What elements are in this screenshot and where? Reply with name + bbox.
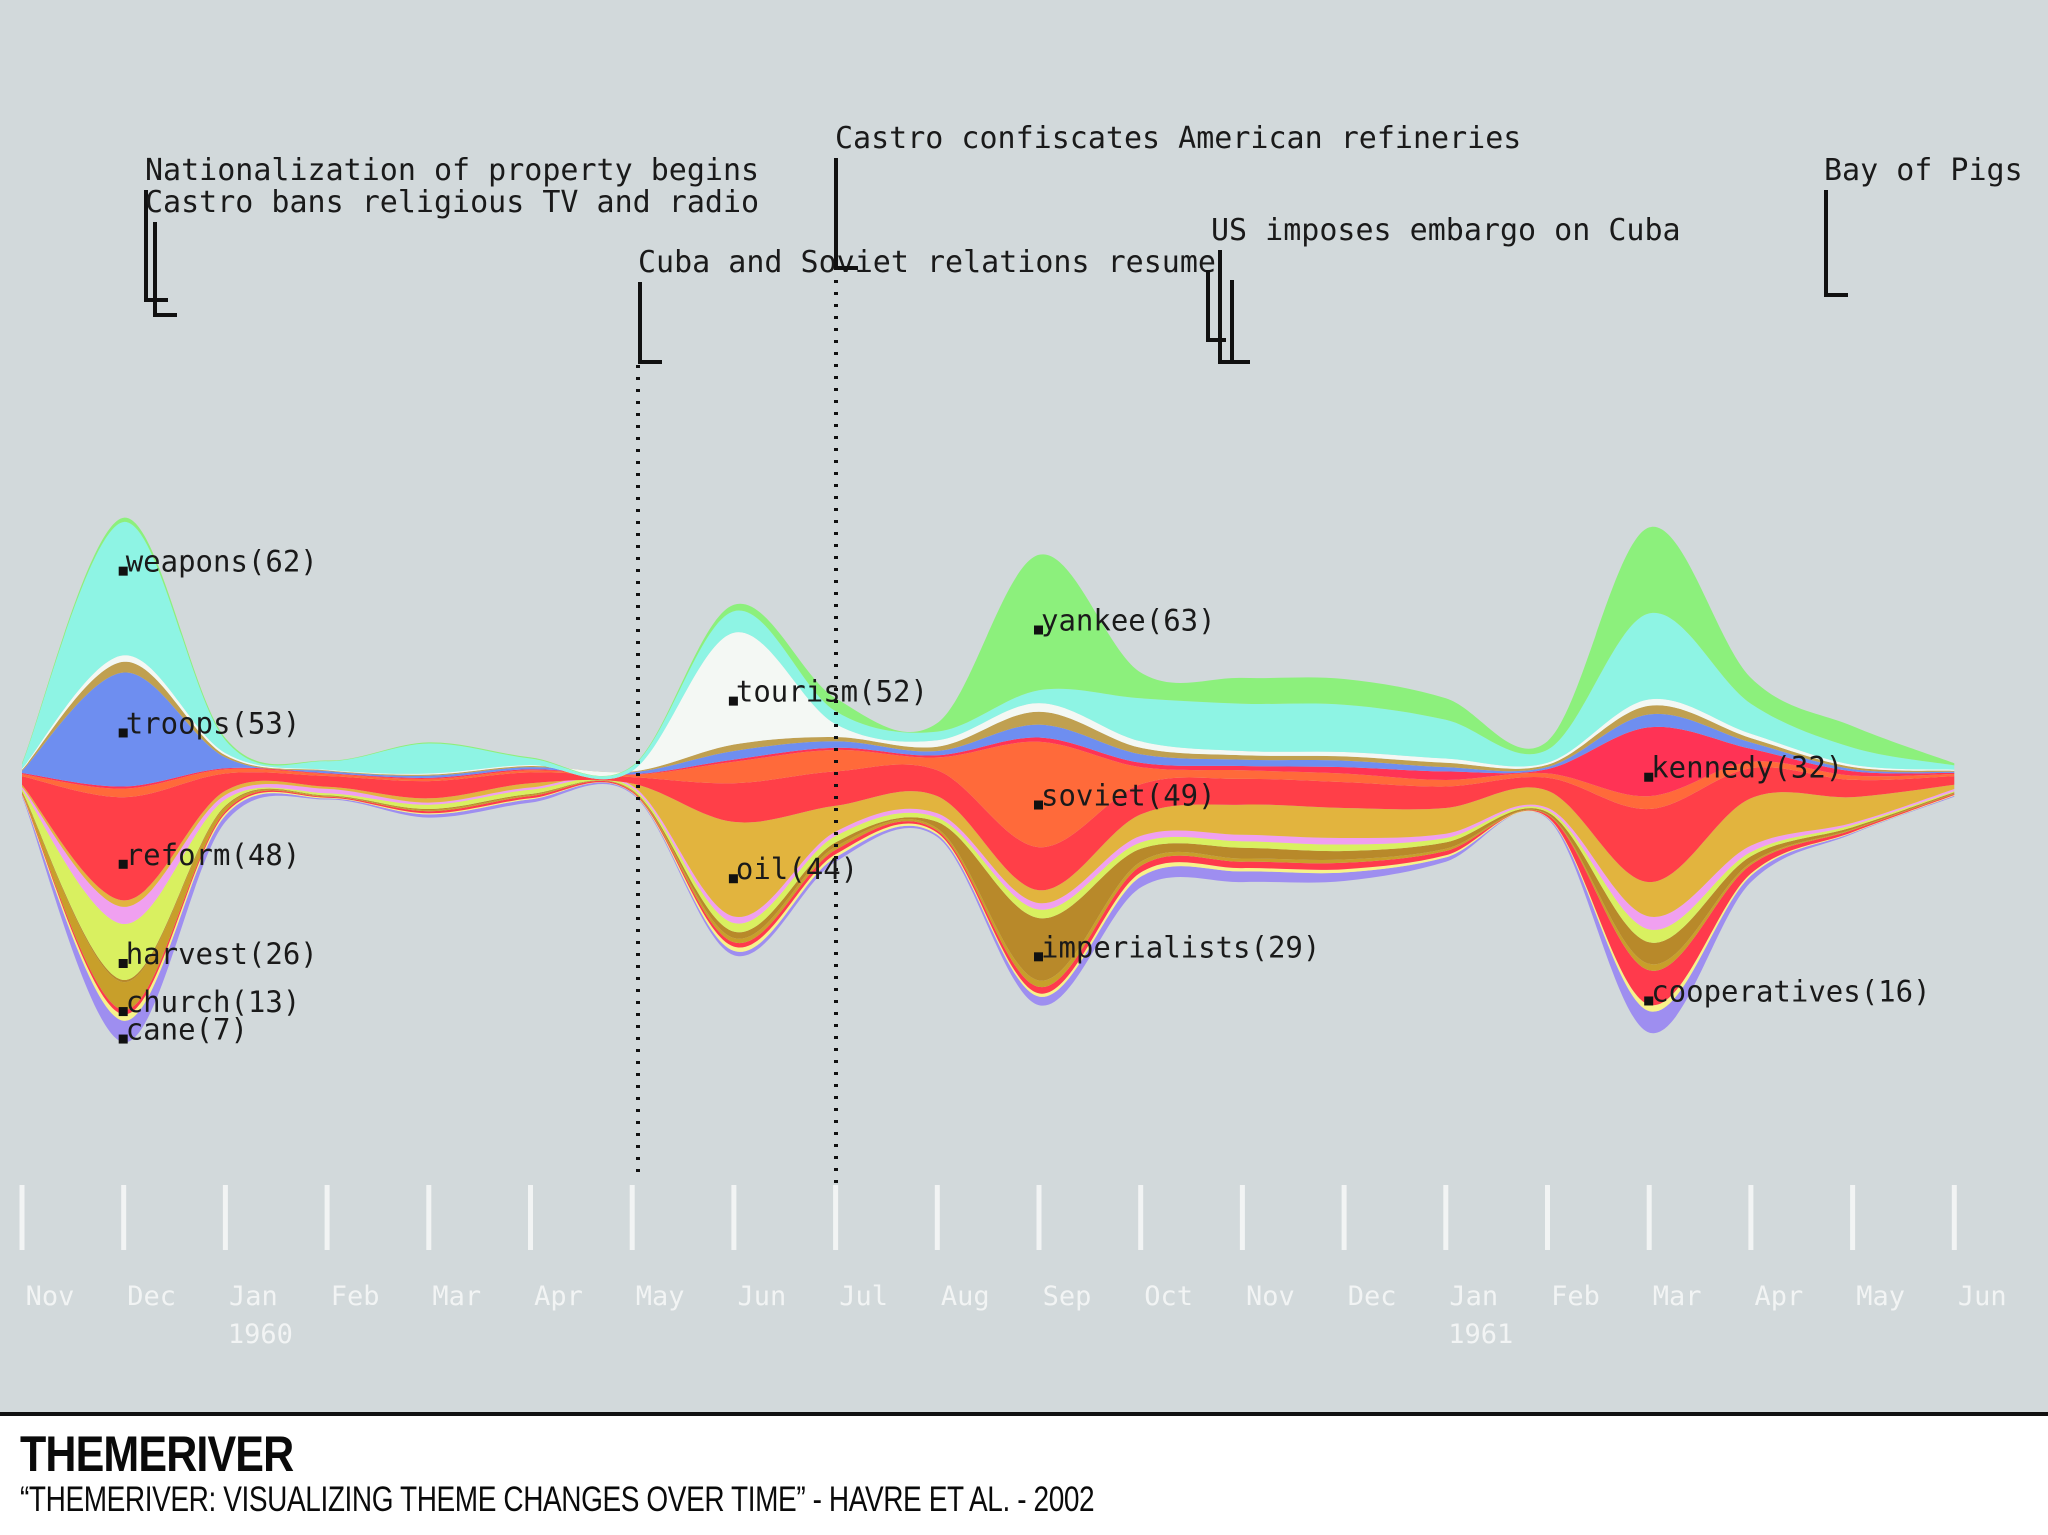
event-label: Nationalization of property begins — [145, 153, 759, 188]
event-marker — [638, 282, 662, 364]
themeriver-chart: Nationalization of property beginsCastro… — [19, 121, 2023, 1350]
label-marker — [728, 874, 738, 884]
label-reform: reform(48) — [118, 838, 301, 872]
stream-oil — [22, 775, 1955, 918]
label-marker — [1034, 800, 1043, 810]
event-label: Bay of Pigs — [1824, 153, 2023, 188]
month-label: Nov — [1246, 1281, 1295, 1312]
series-label: yankee(63) — [1041, 604, 1216, 638]
stream-reform — [22, 764, 1955, 901]
label-marker — [118, 728, 128, 738]
series-label: troops(53) — [126, 706, 301, 740]
month-label: May — [1856, 1281, 1905, 1312]
month-label: Apr — [1755, 1281, 1804, 1312]
month-label: Mar — [1653, 1281, 1702, 1312]
event-marker — [834, 158, 858, 270]
series-labels: cane(7) cooperatives(16) church(13) imperia… — [118, 545, 1931, 1047]
series-label: harvest(26) — [126, 937, 318, 971]
label-oil: oil(44) — [728, 852, 858, 886]
stream-layers — [22, 517, 1955, 1043]
month-label: Apr — [534, 1281, 583, 1312]
month-label: Mar — [432, 1281, 481, 1312]
label-marker — [118, 959, 128, 968]
label-cane: cane(7) — [118, 1013, 248, 1047]
series-label: church(13) — [126, 985, 301, 1019]
stream-imperialists — [22, 780, 1955, 983]
label-troops: troops(53) — [118, 706, 301, 740]
series-label: tourism(52) — [736, 675, 928, 709]
series-label: oil(44) — [736, 852, 858, 886]
label-marker — [118, 859, 128, 869]
event-marker — [1230, 280, 1250, 364]
label-marker — [118, 566, 128, 576]
month-label: Dec — [1348, 1281, 1397, 1312]
stream-soviet — [22, 741, 1955, 848]
label-marker — [118, 1007, 128, 1017]
event-label: Cuba and Soviet relations resume — [638, 245, 1216, 280]
stream-church — [22, 780, 1955, 1011]
label-marker — [728, 696, 738, 706]
series-label: kennedy(32) — [1651, 751, 1843, 785]
month-label: May — [636, 1281, 685, 1312]
label-marker — [1644, 772, 1654, 782]
series-label: soviet(49) — [1041, 779, 1216, 813]
label-yankee: yankee(63) — [1034, 604, 1216, 638]
series-label: cooperatives(16) — [1651, 974, 1930, 1008]
month-label: Jan — [229, 1281, 278, 1312]
month-label: Oct — [1144, 1281, 1193, 1312]
event-marker — [153, 222, 177, 317]
label-cooperatives: cooperatives(16) — [1644, 974, 1931, 1008]
label-tourism: tourism(52) — [728, 675, 928, 709]
caption-title: THEMERIVER — [20, 1426, 294, 1482]
label-soviet: soviet(49) — [1034, 779, 1216, 813]
time-axis: Nov Dec Jan Feb Mar Apr May Jun Jul Aug Sep Oct Nov D… — [19, 1185, 2007, 1350]
month-label: Jun — [738, 1281, 787, 1312]
label-weapons: weapons(62) — [118, 545, 318, 579]
event-annotations: Nationalization of property beginsCastro… — [144, 121, 2023, 1185]
month-label: Aug — [941, 1281, 990, 1312]
stream-cooperatives — [22, 780, 1955, 1015]
label-marker — [118, 1034, 128, 1044]
label-harvest: harvest(26) — [118, 937, 318, 971]
label-marker — [1034, 625, 1043, 635]
label-kennedy: kennedy(32) — [1644, 751, 1843, 785]
stream-yankee — [22, 517, 1955, 777]
month-label: Jun — [1958, 1281, 2007, 1312]
series-label: reform(48) — [126, 838, 301, 872]
month-label: Dec — [127, 1281, 176, 1312]
month-label: Jul — [839, 1281, 888, 1312]
caption-subtitle: “ThemeRiver: Visualizing Theme Changes O… — [20, 1480, 1095, 1519]
series-label: cane(7) — [126, 1013, 248, 1047]
year-label: 1961 — [1448, 1319, 1513, 1350]
month-label: Sep — [1043, 1281, 1092, 1312]
event-marker — [1824, 190, 1848, 297]
event-marker — [144, 190, 168, 302]
label-church: church(13) — [118, 985, 301, 1019]
month-label: Feb — [1551, 1281, 1600, 1312]
event-marker — [1206, 270, 1226, 342]
series-label: weapons(62) — [126, 545, 318, 579]
month-label: Nov — [26, 1281, 75, 1312]
series-label: imperialists(29) — [1041, 930, 1320, 964]
label-imperialists: imperialists(29) — [1034, 930, 1320, 964]
month-label: Jan — [1449, 1281, 1498, 1312]
month-label: Feb — [331, 1281, 380, 1312]
year-label: 1960 — [228, 1319, 293, 1350]
label-marker — [1644, 996, 1654, 1006]
event-label: Castro confiscates American refineries — [835, 121, 1521, 156]
event-label: US imposes embargo on Cuba — [1211, 213, 1681, 248]
label-marker — [1034, 952, 1043, 962]
chart-panel: Nationalization of property begins Castro… — [0, 0, 2048, 1412]
caption-divider — [0, 1412, 2048, 1416]
event-label: Castro bans religious TV and radio — [145, 185, 759, 220]
